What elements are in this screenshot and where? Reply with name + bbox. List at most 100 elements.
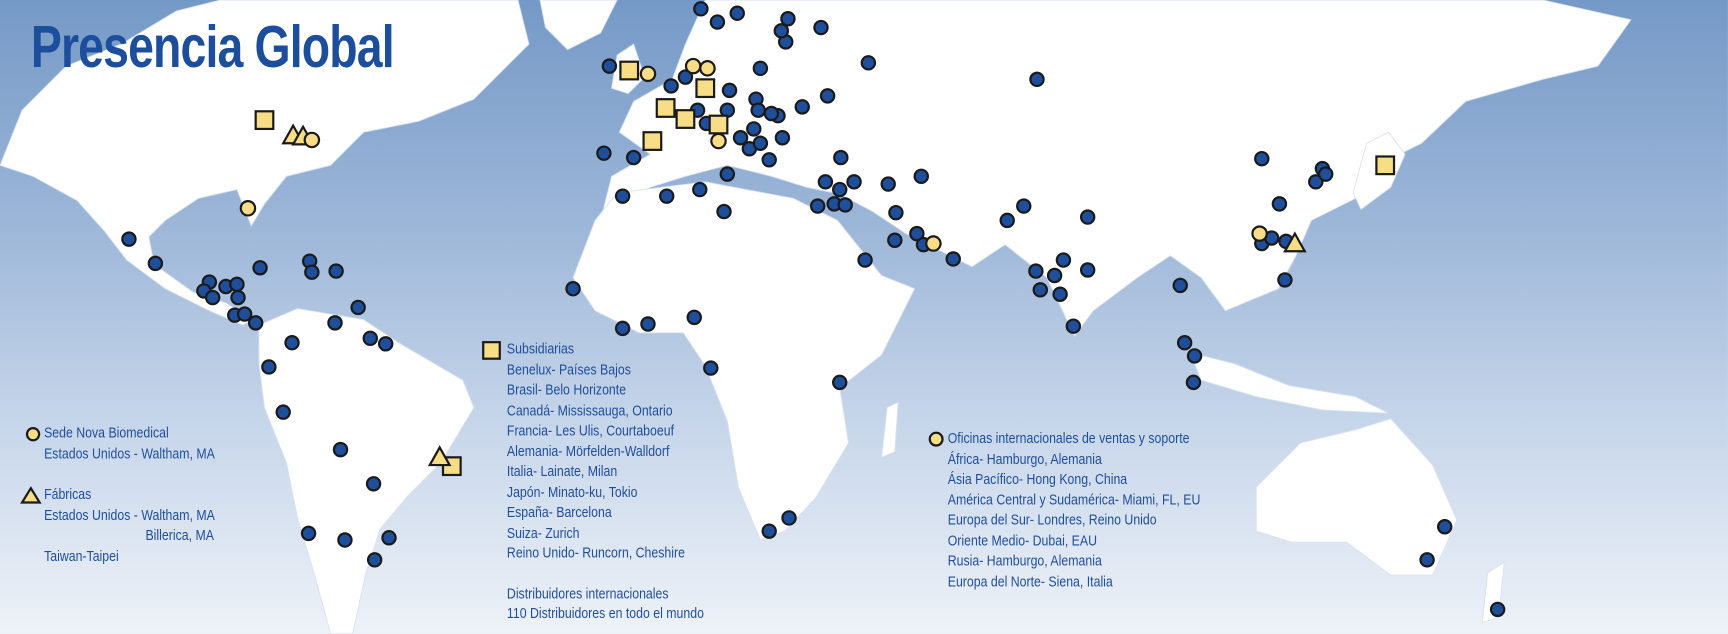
distributor-marker — [677, 69, 694, 85]
legend-line: Estados Unidos - Waltham, MA — [44, 506, 215, 523]
distributor-marker — [229, 276, 245, 293]
distributor-marker — [721, 82, 738, 99]
legend-line: Alemania- Mörfelden-Walldorf — [506, 442, 670, 459]
office-marker — [639, 65, 657, 83]
distributor-marker — [658, 188, 675, 204]
distributor-marker — [1065, 318, 1082, 334]
subsidiary-marker — [254, 110, 275, 131]
distributor-marker — [732, 130, 749, 146]
south-america — [258, 308, 475, 634]
distributor-marker — [1046, 267, 1063, 284]
distributor-marker — [817, 174, 834, 190]
distributor-marker — [1271, 196, 1288, 212]
legend-line: América Central y Sudamérica- Miami, FL,… — [947, 490, 1201, 508]
legend-line: Europa del Sur- Londres, Reino Unido — [947, 511, 1157, 528]
distributor-marker — [1079, 262, 1096, 278]
distributor-marker — [147, 255, 164, 272]
distributor-marker — [1176, 335, 1193, 351]
legend-heading: Distribuidores internacionales — [506, 584, 669, 602]
distributor-marker — [204, 289, 221, 306]
distributor-marker — [1186, 348, 1203, 364]
legend-line: 110 Distribuidores en todo el mundo — [506, 604, 704, 622]
legend-line: Europa del Norte- Siena, Italia — [947, 572, 1113, 590]
distributor-marker — [640, 316, 656, 332]
distributor-marker — [236, 306, 253, 322]
legend-line: Brasil- Belo Horizonte — [506, 381, 627, 398]
subsidiary-marker — [619, 60, 640, 81]
distributor-marker — [761, 152, 777, 168]
distributor-marker — [1419, 552, 1435, 568]
distributor-marker — [275, 404, 291, 420]
distributor-marker — [565, 281, 581, 297]
distributor-marker — [230, 289, 246, 306]
distributor-marker — [663, 78, 679, 94]
distributor-marker — [328, 263, 344, 279]
distributor-marker — [1052, 286, 1068, 302]
distributor-marker — [833, 149, 849, 166]
legend-line: Canadá- Mississauga, Ontario — [506, 401, 673, 419]
distributor-marker — [366, 552, 383, 568]
distributor-marker — [780, 11, 796, 27]
distributor-marker — [813, 19, 829, 36]
distributor-marker — [794, 99, 810, 115]
distributor-marker — [601, 58, 618, 74]
legend-headquarters: Sede Nova Biomedical Estados Unidos - Wa… — [25, 423, 242, 464]
distributor-marker — [614, 188, 631, 204]
indonesia — [1189, 352, 1389, 414]
legend-heading: Sede Nova Biomedical — [44, 424, 169, 441]
distributor-marker — [945, 251, 961, 267]
distributor-marker — [809, 198, 826, 214]
distributor-marker — [729, 5, 745, 21]
distributor-marker — [774, 130, 791, 146]
legend-line: Ásia Pacífico- Hong Kong, China — [947, 470, 1128, 488]
distributor-marker — [716, 203, 732, 220]
distributor-marker — [1172, 277, 1188, 294]
office-marker — [239, 200, 257, 217]
legend-heading: Subsidiarias — [506, 340, 575, 358]
yellow-triangle-icon — [20, 486, 42, 504]
distributor-marker — [1254, 150, 1270, 167]
distributor-marker — [887, 232, 903, 248]
distributor-marker — [247, 315, 264, 331]
distributor-marker — [252, 260, 268, 276]
legend-line: Estados Unidos - Waltham, MA — [44, 444, 215, 462]
subsidiary-marker — [675, 109, 696, 129]
distributor-marker — [284, 335, 300, 351]
distributor-marker — [703, 360, 719, 376]
legend-line: Japón- Minato-ku, Tokio — [506, 483, 638, 500]
page-title: Presencia Global — [30, 14, 395, 81]
distributor-marker — [819, 88, 836, 104]
distributor-marker — [365, 476, 382, 492]
distributor-marker — [761, 523, 777, 539]
distributor-marker — [121, 231, 137, 247]
distributor-marker — [1029, 71, 1045, 88]
office-marker — [699, 60, 716, 77]
legend-line: Italia- Lainate, Milan — [506, 462, 618, 480]
distributor-marker — [377, 336, 394, 352]
subsidiary-marker — [642, 131, 663, 151]
distributor-marker — [1308, 174, 1324, 190]
legend-factories: Fábricas Estados Unidos - Waltham, MA Bi… — [20, 485, 242, 567]
distributor-marker — [880, 176, 896, 192]
distributor-marker — [719, 166, 736, 182]
distributor-marker — [692, 181, 708, 198]
legend-line: Oriente Medio- Dubai, EAU — [947, 531, 1098, 549]
distributor-marker — [261, 359, 277, 375]
distributor-marker — [337, 532, 353, 548]
distributor-marker — [614, 320, 631, 337]
distributor-marker — [686, 309, 702, 326]
distributor-marker — [1079, 209, 1096, 225]
legend-subsidiaries: Subsidiarias Benelux- Países Bajos Brasil… — [482, 339, 736, 624]
distributor-marker — [781, 510, 797, 526]
distributor-marker — [752, 135, 769, 151]
legend-line: España- Barcelona — [506, 503, 612, 521]
legend-line: Taiwan-Taipei — [44, 547, 119, 564]
distributor-marker — [857, 252, 873, 268]
distributor-marker — [1437, 519, 1453, 535]
office-marker — [925, 235, 942, 252]
distributor-marker — [1032, 282, 1049, 298]
distributor-marker — [350, 299, 366, 316]
distributor-marker — [1317, 166, 1334, 182]
subsidiary-marker — [708, 114, 729, 135]
